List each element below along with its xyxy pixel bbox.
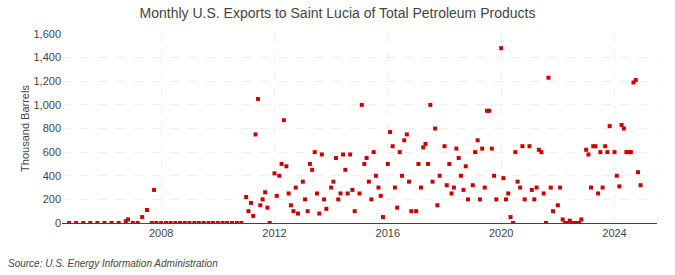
svg-text:2012: 2012: [262, 227, 286, 239]
svg-text:800: 800: [43, 122, 61, 134]
svg-text:2024: 2024: [602, 227, 626, 239]
svg-text:1,000: 1,000: [33, 99, 61, 111]
svg-text:2020: 2020: [489, 227, 513, 239]
svg-text:1,200: 1,200: [33, 75, 61, 87]
svg-text:2008: 2008: [149, 227, 173, 239]
svg-text:Thousand Barrels: Thousand Barrels: [19, 85, 31, 172]
svg-text:1,400: 1,400: [33, 51, 61, 63]
svg-text:2016: 2016: [376, 227, 400, 239]
svg-text:Source: U.S. Energy Informatio: Source: U.S. Energy Information Administ…: [8, 258, 218, 269]
svg-text:1,600: 1,600: [33, 28, 61, 40]
svg-text:Monthly U.S. Exports to Saint: Monthly U.S. Exports to Saint Lucia of T…: [140, 5, 536, 21]
svg-text:600: 600: [43, 146, 61, 158]
svg-text:400: 400: [43, 170, 61, 182]
svg-text:0: 0: [55, 217, 61, 229]
svg-text:200: 200: [43, 193, 61, 205]
